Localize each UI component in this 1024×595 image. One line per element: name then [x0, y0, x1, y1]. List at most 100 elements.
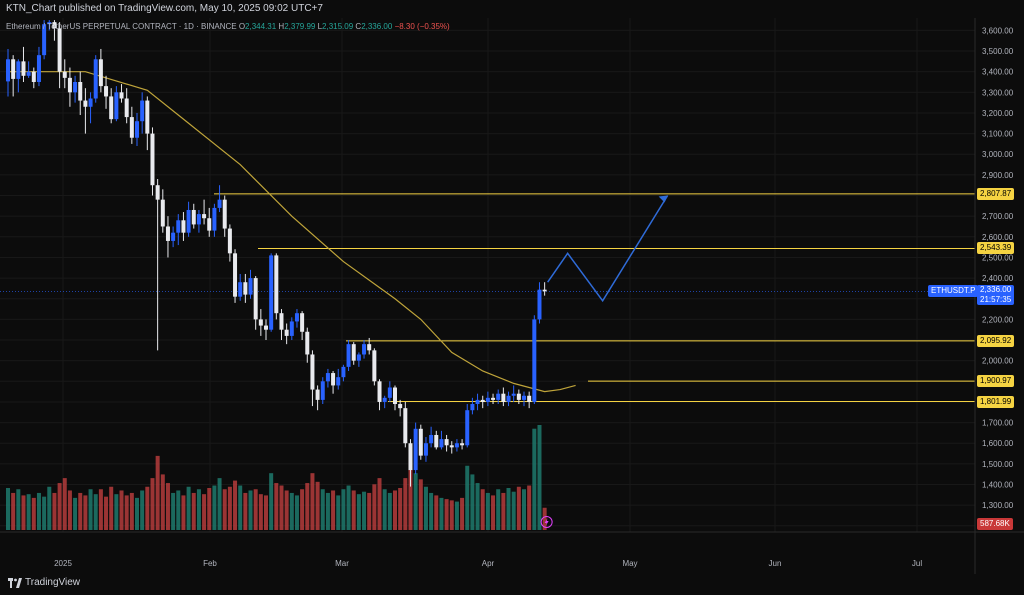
candle-body	[320, 381, 325, 400]
level-price-label: 1,801.99	[977, 395, 1015, 408]
volume-bar	[346, 485, 351, 530]
price-tick-label: 1,600.00	[982, 439, 1014, 448]
candle-body	[382, 397, 387, 402]
candle-body	[186, 209, 191, 233]
volume-bar	[129, 492, 134, 530]
candle-body	[217, 199, 222, 208]
volume-bar	[522, 489, 526, 530]
volume-bar	[413, 473, 418, 530]
volume-bar	[114, 494, 119, 530]
lightning-icon-ring	[540, 516, 553, 528]
volume-bar	[470, 474, 475, 530]
tradingview-logo-icon	[8, 578, 22, 588]
candle-body	[264, 325, 268, 330]
candle-body	[88, 98, 93, 107]
candle-body	[485, 397, 490, 402]
volume-bar	[532, 428, 537, 530]
time-axis[interactable]: 2025 Feb Mar Apr May Jun Jul	[54, 559, 922, 568]
candle-body	[398, 404, 403, 409]
volume-bar	[207, 488, 212, 530]
high-value: 2,379.99	[284, 22, 316, 31]
candle-body	[98, 59, 103, 87]
candle-body	[145, 100, 150, 134]
candle-body	[331, 373, 336, 386]
candle-body	[248, 278, 253, 295]
symbol-name: Ethereum / TetherUS PERPETUAL CONTRACT ·…	[6, 22, 237, 31]
candle-body	[129, 117, 134, 138]
candle-body	[160, 199, 165, 227]
volume-bar	[367, 492, 372, 530]
candle-body	[109, 96, 114, 120]
candle-body	[36, 55, 41, 82]
candle-body	[351, 344, 356, 361]
volume-bar	[16, 489, 21, 530]
candle-body	[315, 389, 320, 400]
candle-countdown: 21:57:35	[980, 295, 1012, 305]
price-tick-label: 2,600.00	[982, 233, 1014, 242]
volume-bar	[176, 490, 181, 530]
level-price-label: 2,543.39	[977, 242, 1015, 255]
candle-body	[181, 220, 186, 233]
candle-body	[83, 100, 88, 107]
price-tick-label: 2,200.00	[982, 315, 1014, 324]
volume-bar	[325, 492, 330, 530]
price-tick-label: 3,200.00	[982, 109, 1014, 118]
candle-body	[454, 443, 459, 448]
volume-bar	[351, 490, 356, 530]
volume-bar	[310, 473, 315, 530]
volume-bar	[315, 481, 320, 530]
candle-body	[289, 321, 294, 336]
volume-bar	[243, 492, 248, 530]
candle-body	[42, 24, 47, 56]
volume-bar	[155, 455, 160, 530]
candle-body	[423, 443, 428, 456]
volume-bar	[377, 478, 382, 530]
close-value: 2,336.00	[361, 22, 393, 31]
volume-bar	[21, 495, 26, 530]
candle-body	[57, 28, 62, 72]
candle-body	[527, 395, 532, 402]
volume-bars	[6, 425, 547, 530]
volume-bar	[57, 483, 62, 530]
candle-body	[408, 443, 413, 471]
volume-bar	[279, 485, 284, 530]
candle-body	[475, 399, 480, 405]
volume-bar	[542, 507, 547, 530]
volume-bar	[284, 490, 289, 530]
candle-body	[196, 214, 201, 225]
volume-bar	[233, 480, 238, 530]
volume-bar	[88, 489, 93, 530]
volume-bar	[73, 497, 78, 530]
price-tick-label: 1,700.00	[982, 419, 1014, 428]
time-tick-label: Feb	[203, 559, 217, 568]
candle-body	[387, 387, 392, 398]
candle-body	[119, 92, 124, 99]
volume-bar	[98, 489, 103, 530]
volume-bar	[516, 486, 521, 530]
volume-bar	[196, 489, 201, 530]
volume-bar	[171, 492, 176, 530]
volume-bar	[537, 425, 542, 530]
volume-bar	[11, 492, 16, 530]
candle-body	[372, 350, 377, 382]
volume-bar	[104, 496, 109, 530]
level-price-label: 1,900.97	[977, 375, 1015, 388]
level-price-label: 2,807.87	[977, 187, 1015, 200]
time-tick-label: 2025	[54, 559, 72, 568]
candle-body	[191, 209, 196, 225]
volume-bar	[135, 497, 139, 530]
candle-body	[222, 199, 227, 229]
time-tick-label: May	[622, 559, 637, 568]
volume-bar	[145, 486, 150, 530]
candle-body	[516, 393, 521, 400]
volume-bar	[362, 491, 367, 530]
candle-body	[78, 81, 83, 101]
symbol-tag: ETHUSDT.P	[928, 285, 979, 298]
time-tick-label: Mar	[335, 559, 349, 568]
price-tick-label: 3,300.00	[982, 88, 1014, 97]
volume-bar	[336, 495, 341, 530]
volume-bar	[222, 489, 227, 530]
volume-bar	[496, 489, 501, 530]
candle-body	[124, 98, 129, 118]
